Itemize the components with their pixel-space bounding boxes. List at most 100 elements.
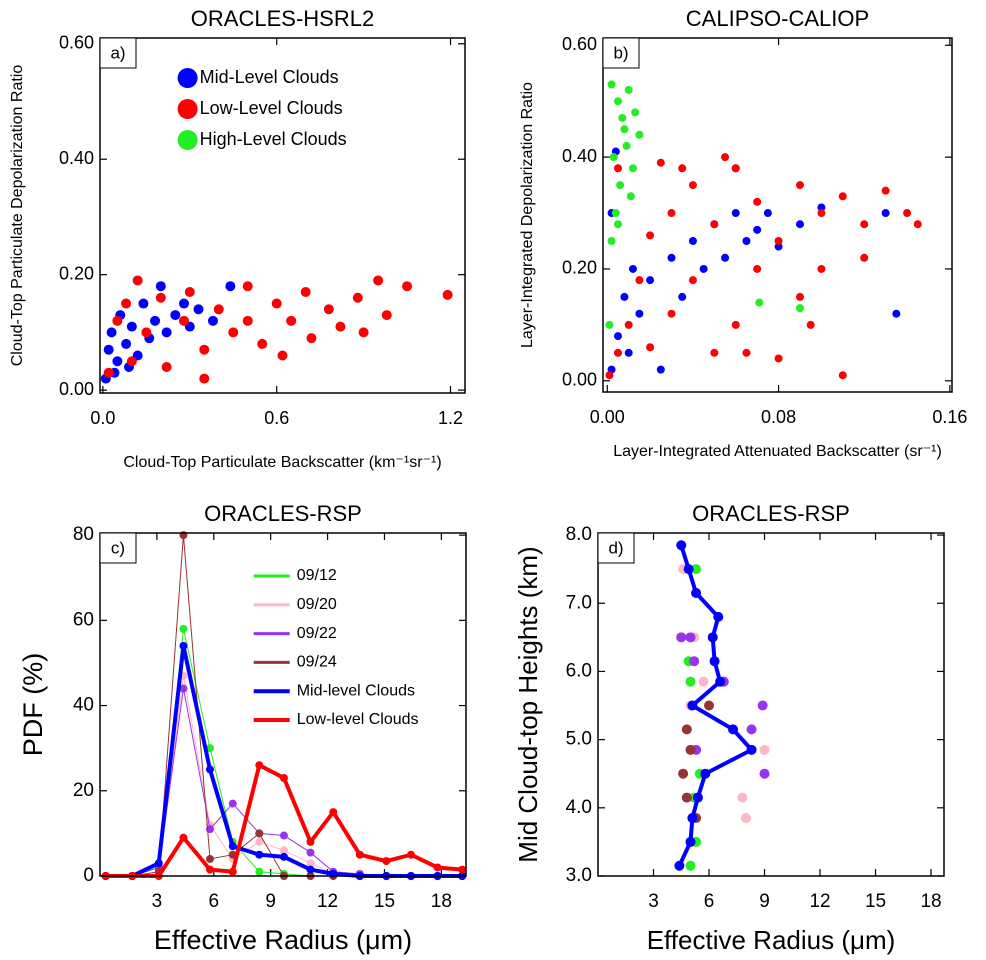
point [699, 264, 708, 273]
legend-marker [177, 130, 198, 150]
point [685, 676, 696, 687]
x-tick-label: 3 [648, 891, 659, 912]
point [704, 700, 715, 711]
point [795, 304, 804, 313]
point [753, 225, 762, 234]
point [279, 852, 288, 861]
point [257, 338, 268, 349]
point [742, 348, 751, 357]
point [678, 768, 689, 779]
point [358, 327, 369, 338]
point [150, 315, 161, 326]
point [228, 842, 237, 851]
point [442, 289, 453, 300]
point [382, 857, 391, 866]
point [609, 153, 618, 162]
point [774, 354, 783, 363]
point [688, 181, 697, 190]
y-axis-label: Cloud-Top Particulate Depolarization Rat… [9, 65, 26, 367]
point [179, 315, 190, 326]
point [373, 275, 384, 286]
point [458, 865, 467, 874]
point [631, 108, 640, 117]
point [737, 792, 748, 803]
chart-title: CALIPSO-CALIOP [686, 6, 869, 31]
point [255, 867, 264, 876]
point [193, 304, 204, 315]
point [709, 656, 720, 667]
y-tick-label: 0.40 [59, 148, 94, 168]
panel-label-box [597, 532, 635, 564]
x-tick-label: 6 [704, 891, 715, 912]
x-tick-label: 0.6 [264, 408, 289, 428]
point [746, 724, 757, 735]
point [881, 209, 890, 218]
point [407, 850, 416, 859]
point [688, 276, 697, 285]
y-tick-label: 20 [73, 780, 94, 801]
y-tick-label: 40 [73, 695, 94, 716]
point [622, 141, 631, 150]
point [242, 315, 253, 326]
y-tick-label: 8.0 [566, 524, 592, 545]
point [646, 231, 655, 240]
point [121, 338, 132, 349]
point [913, 220, 922, 229]
point [199, 373, 210, 384]
panel-label: c) [111, 538, 125, 557]
point [892, 309, 901, 318]
point [681, 792, 692, 803]
point [667, 253, 676, 262]
point [715, 676, 726, 687]
point [710, 220, 719, 229]
point [154, 859, 163, 868]
y-tick-label: 3.0 [566, 865, 592, 886]
point [225, 281, 236, 292]
point [255, 837, 264, 846]
x-axis-label: Effective Radius (μm) [154, 925, 412, 955]
point [179, 624, 188, 633]
point [279, 846, 288, 855]
point [306, 333, 317, 344]
point [685, 836, 696, 847]
x-tick-label: 0.16 [932, 407, 967, 427]
point [613, 332, 622, 341]
point [698, 676, 709, 687]
x-tick-label: 1.2 [438, 408, 463, 428]
point [635, 276, 644, 285]
legend-label: Low-level Clouds [297, 711, 419, 728]
point [271, 298, 282, 309]
point [731, 164, 740, 173]
point [613, 97, 622, 106]
legend-marker [177, 68, 198, 88]
y-tick-label: 0.00 [59, 379, 94, 399]
point [179, 641, 188, 650]
point [903, 209, 912, 218]
point [817, 203, 826, 212]
point [255, 761, 264, 770]
x-tick-label: 12 [317, 891, 338, 912]
series-line [105, 645, 463, 878]
point [731, 209, 740, 218]
point [710, 348, 719, 357]
panel-label-box [99, 532, 137, 564]
point [707, 632, 718, 643]
point [691, 564, 702, 575]
y-axis-label: Mid Cloud-top Heights (km) [513, 546, 543, 862]
point [255, 829, 264, 838]
point [138, 298, 149, 309]
point [635, 309, 644, 318]
legend-label: 09/20 [297, 596, 337, 613]
point [731, 320, 740, 329]
point [646, 343, 655, 352]
point [286, 315, 297, 326]
y-tick-label: 0.60 [562, 34, 597, 54]
point [323, 304, 334, 315]
point [635, 130, 644, 139]
point [306, 865, 315, 874]
point [205, 765, 214, 774]
point [329, 808, 338, 817]
x-tick-label: 0.0 [90, 408, 115, 428]
x-tick-label: 6 [208, 891, 219, 912]
point [611, 209, 620, 218]
